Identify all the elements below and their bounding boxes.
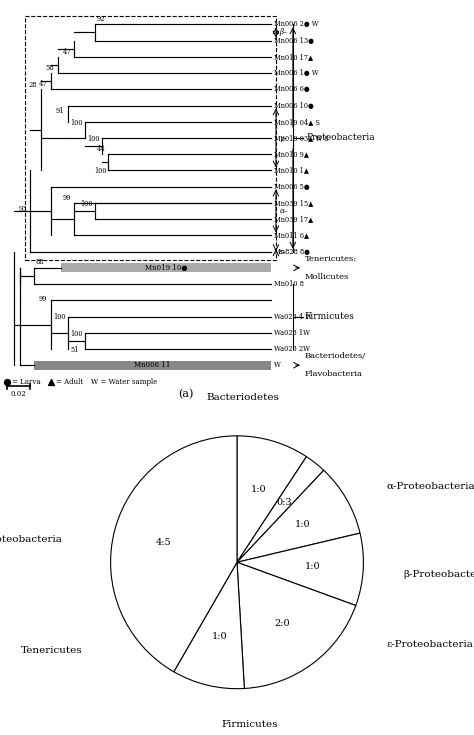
Text: β-Proteobacteria: β-Proteobacteria [404, 570, 474, 579]
Text: Mn010 9▲: Mn010 9▲ [274, 150, 309, 158]
Text: Mn006 1● W: Mn006 1● W [274, 69, 319, 77]
Text: Mn006 10●: Mn006 10● [274, 101, 314, 110]
Text: 44: 44 [97, 146, 105, 154]
Text: Bacteriodetes/: Bacteriodetes/ [305, 352, 366, 360]
Text: Mn019 10●: Mn019 10● [145, 264, 187, 272]
Text: 93: 93 [18, 204, 27, 212]
Text: Mn010 1▲: Mn010 1▲ [274, 166, 309, 174]
Text: 2:0: 2:0 [274, 619, 290, 628]
Text: 1:0: 1:0 [305, 562, 320, 571]
Text: 4:5: 4:5 [156, 538, 172, 547]
Text: Bacteriodetes: Bacteriodetes [207, 393, 280, 403]
Text: Firmicutes: Firmicutes [221, 720, 278, 728]
Text: 1:0: 1:0 [212, 631, 228, 641]
Bar [26, 16, 276, 259]
Text: (a): (a) [179, 389, 194, 399]
Text: Mollicutes: Mollicutes [305, 273, 349, 281]
Text: 100: 100 [71, 118, 83, 126]
Text: 1:0: 1:0 [295, 520, 310, 529]
Wedge shape [110, 436, 237, 672]
Text: W = Water sample: W = Water sample [91, 379, 158, 387]
Text: Mn006 5●: Mn006 5● [274, 183, 310, 190]
Text: Mn039 15▲: Mn039 15▲ [274, 199, 314, 207]
Wedge shape [237, 470, 360, 562]
Text: ε–: ε– [279, 248, 287, 256]
Text: 99: 99 [63, 194, 71, 202]
Text: Mn019 03▲ W S: Mn019 03▲ W S [274, 134, 329, 142]
Text: = Adult: = Adult [56, 379, 83, 387]
Text: 0:3: 0:3 [276, 498, 292, 507]
Text: 28: 28 [29, 81, 37, 89]
Text: Proteobacteria: Proteobacteria [306, 134, 375, 143]
Text: 100: 100 [54, 313, 66, 321]
Text: = Larva: = Larva [12, 379, 40, 387]
Text: 88: 88 [36, 258, 44, 266]
Text: Mn010 8: Mn010 8 [274, 280, 304, 288]
Text: α–: α– [279, 207, 288, 215]
Text: Firmicutes: Firmicutes [305, 312, 355, 321]
Wedge shape [237, 436, 307, 562]
Text: 0.02: 0.02 [11, 390, 27, 398]
Text: γ–: γ– [279, 134, 287, 142]
Point [3, 376, 10, 388]
Wedge shape [174, 562, 245, 689]
Text: 99: 99 [39, 295, 47, 303]
Text: Mn006 2● W: Mn006 2● W [274, 21, 319, 29]
Text: 100: 100 [81, 200, 93, 208]
Text: Mn010 17▲: Mn010 17▲ [274, 53, 313, 61]
Text: 51: 51 [71, 345, 79, 354]
Text: Mn006 13●: Mn006 13● [274, 37, 314, 45]
Text: 100: 100 [87, 135, 100, 143]
Text: 1:0: 1:0 [251, 485, 266, 494]
Text: 100: 100 [94, 168, 107, 175]
Text: Wa023 1W: Wa023 1W [274, 329, 310, 337]
Text: W: W [274, 361, 281, 369]
Text: 100: 100 [71, 329, 83, 337]
Text: Mn019 04▲ S: Mn019 04▲ S [274, 118, 320, 126]
Text: Mn006 6●: Mn006 6● [274, 85, 310, 93]
Point [47, 376, 55, 388]
Text: Tenericutes: Tenericutes [21, 646, 83, 656]
Text: α-Proteobacteria: α-Proteobacteria [386, 482, 474, 491]
Text: γ-Proteobacteria: γ-Proteobacteria [0, 535, 63, 544]
Bar [61, 263, 271, 272]
Wedge shape [237, 533, 364, 606]
Text: Tenericutes:: Tenericutes: [305, 255, 357, 263]
Wedge shape [237, 456, 324, 562]
Text: 47: 47 [63, 48, 71, 56]
Text: 47: 47 [39, 80, 47, 88]
Text: 91: 91 [56, 107, 64, 115]
Text: Wa023 4 W: Wa023 4 W [274, 312, 312, 320]
Text: β–: β– [279, 29, 287, 37]
Text: Mn011 6▲: Mn011 6▲ [274, 232, 310, 240]
Text: Wa023 2W: Wa023 2W [274, 345, 310, 353]
Text: 92: 92 [97, 15, 105, 23]
Text: ε-Proteobacteria: ε-Proteobacteria [386, 640, 473, 649]
Bar [34, 361, 271, 370]
Text: 58: 58 [46, 64, 54, 72]
Wedge shape [237, 562, 356, 689]
Text: Mn039 17▲: Mn039 17▲ [274, 215, 313, 223]
Text: Mn006 11: Mn006 11 [134, 361, 171, 369]
Text: Flavobacteria: Flavobacteria [305, 370, 363, 378]
Text: Mn828 8●: Mn828 8● [274, 248, 310, 256]
